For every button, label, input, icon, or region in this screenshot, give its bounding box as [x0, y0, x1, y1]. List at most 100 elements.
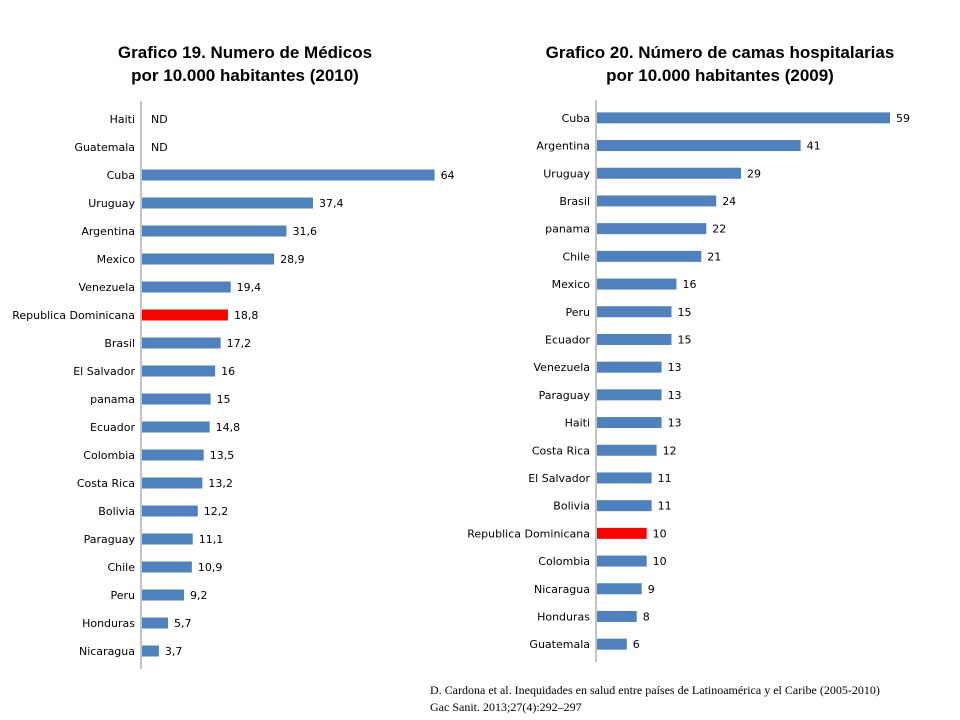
category-label: Colombia: [538, 555, 590, 568]
category-label: Nicaragua: [79, 645, 135, 658]
bar: [597, 417, 662, 429]
data-label: 31,6: [292, 225, 317, 238]
bar: [142, 309, 228, 321]
data-label: 16: [682, 278, 696, 291]
category-label: panama: [90, 393, 135, 406]
bar: [142, 169, 435, 181]
bar: [597, 361, 662, 373]
category-label: Brasil: [559, 195, 590, 208]
bar: [142, 225, 287, 237]
bar: [142, 449, 204, 461]
bar: [597, 610, 637, 622]
category-label: Brasil: [104, 337, 135, 350]
bar: [142, 337, 221, 349]
category-label: Ecuador: [90, 421, 135, 434]
data-label: ND: [151, 141, 168, 154]
bar: [597, 195, 717, 207]
data-label: 10,9: [198, 561, 223, 574]
bar: [142, 505, 198, 517]
bar: [597, 638, 627, 650]
chart20-title-line-1: Grafico 20. Número de camas hospitalaria…: [545, 43, 895, 62]
data-label: 11: [658, 472, 672, 485]
bar: [597, 278, 677, 290]
category-label: Haiti: [565, 417, 590, 430]
category-label: Honduras: [82, 617, 135, 630]
data-label: 29: [747, 167, 761, 180]
data-label: 15: [678, 333, 692, 346]
bar: [597, 555, 647, 567]
category-label: Uruguay: [543, 167, 590, 180]
data-label: 10: [653, 527, 667, 540]
bar: [142, 589, 185, 601]
bar: [597, 250, 702, 262]
data-label: 15: [678, 306, 692, 319]
category-label: Mexico: [97, 253, 136, 266]
category-label: Peru: [565, 306, 590, 319]
category-label: Venezuela: [534, 361, 591, 374]
data-label: 13: [668, 361, 682, 374]
data-label: 11,1: [199, 533, 224, 546]
category-label: Colombia: [83, 449, 135, 462]
data-label: 9: [648, 583, 655, 596]
bar: [142, 281, 231, 293]
category-label: Guatemala: [529, 638, 590, 651]
category-label: Paraguay: [84, 533, 136, 546]
data-label: 41: [807, 140, 821, 153]
chart20-title-line-2: por 10.000 habitantes (2009): [606, 66, 834, 85]
data-label: 10: [653, 555, 667, 568]
bar: [597, 167, 742, 179]
source-citation: D. Cardona et al. Inequidades en salud e…: [430, 682, 880, 716]
data-label: 12,2: [204, 505, 229, 518]
data-label: 13: [668, 417, 682, 430]
bar: [142, 253, 275, 265]
category-label: Cuba: [562, 112, 590, 125]
category-label: Costa Rica: [77, 477, 135, 490]
source-line-2: Gac Sanit. 2013;27(4):292–297: [430, 700, 582, 714]
category-label: El Salvador: [528, 472, 590, 485]
data-label: ND: [151, 113, 168, 126]
category-label: Peru: [110, 589, 135, 602]
data-label: 17,2: [227, 337, 252, 350]
source-line-1: D. Cardona et al. Inequidades en salud e…: [430, 683, 880, 697]
data-label: 16: [221, 365, 235, 378]
bar: [597, 306, 672, 318]
data-label: 18,8: [234, 309, 259, 322]
category-label: Bolivia: [553, 500, 590, 513]
data-label: 9,2: [190, 589, 208, 602]
bar: [142, 365, 216, 377]
bar: [142, 421, 210, 433]
category-label: Haiti: [110, 113, 135, 126]
chart19-title-line-2: por 10.000 habitantes (2010): [131, 66, 359, 85]
data-label: 14,8: [216, 421, 241, 434]
category-label: Venezuela: [79, 281, 136, 294]
data-label: 21: [707, 250, 721, 263]
category-label: Republica Dominicana: [12, 309, 135, 322]
category-label: Costa Rica: [532, 444, 590, 457]
chart20-title: Grafico 20. Número de camas hospitalaria…: [520, 41, 920, 87]
bar: [597, 333, 672, 345]
category-label: Ecuador: [545, 333, 590, 346]
bar: [597, 389, 662, 401]
data-label: 11: [658, 500, 672, 513]
bar: [597, 112, 891, 124]
category-label: Bolivia: [98, 505, 135, 518]
data-label: 64: [441, 169, 455, 182]
category-label: Guatemala: [74, 141, 135, 154]
bar: [142, 533, 193, 545]
data-label: 19,4: [237, 281, 262, 294]
category-label: Nicaragua: [534, 583, 590, 596]
data-label: 13,2: [208, 477, 233, 490]
data-label: 28,9: [280, 253, 305, 266]
data-label: 59: [896, 112, 910, 125]
data-label: 37,4: [319, 197, 344, 210]
data-label: 5,7: [174, 617, 192, 630]
category-label: Chile: [107, 561, 135, 574]
bar: [597, 444, 657, 456]
bar: [597, 223, 707, 235]
bar: [142, 561, 192, 573]
data-label: 22: [712, 223, 726, 236]
chart19-title: Grafico 19. Numero de Médicos por 10.000…: [100, 41, 390, 87]
bar: [142, 197, 313, 209]
